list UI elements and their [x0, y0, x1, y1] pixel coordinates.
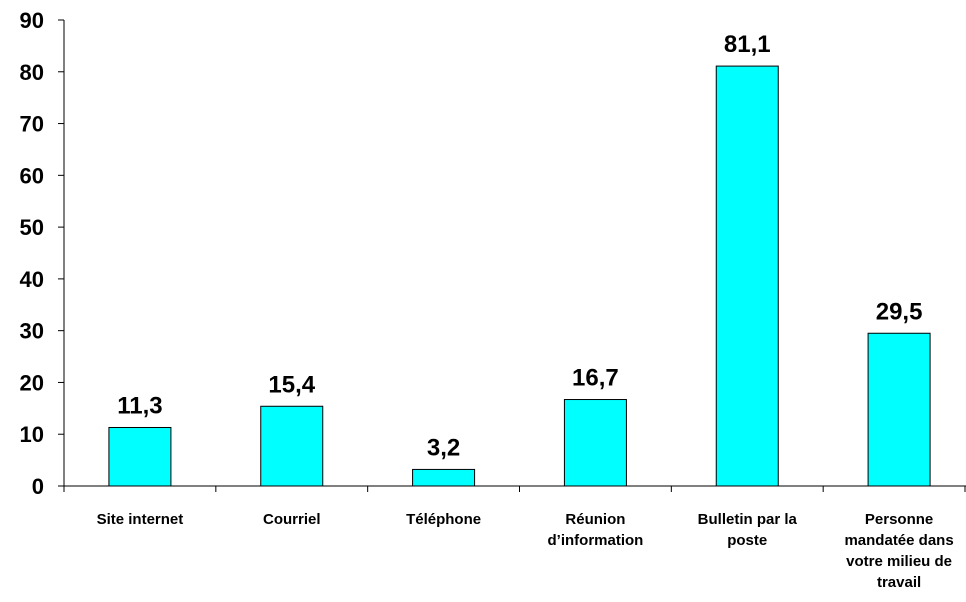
labels: 0 10 20 30 40 50 60 70 80 90 11,3 Site internet 15,4…	[20, 8, 954, 591]
bar	[563, 399, 627, 487]
data-label: 3,2	[427, 434, 460, 461]
y-tick-label: 80	[20, 60, 44, 85]
bars	[108, 65, 931, 487]
bar	[260, 405, 324, 487]
bar	[715, 65, 779, 487]
y-tick-label: 70	[20, 112, 44, 137]
x-tick-label: Réunion d’information	[548, 511, 644, 549]
y-tick-label: 0	[32, 474, 44, 499]
axes	[58, 19, 966, 492]
x-tick-label: Courriel	[263, 511, 321, 528]
data-label: 29,5	[876, 298, 923, 325]
x-tick-label: Site internet	[97, 511, 184, 528]
bar	[412, 468, 476, 487]
y-tick-label: 60	[20, 163, 44, 188]
y-tick-label: 30	[20, 319, 44, 344]
x-tick-label: Bulletin par la poste	[698, 511, 798, 549]
x-tick-label: Personne mandatée dans votre milieu de trav…	[844, 511, 953, 591]
y-tick-label: 50	[20, 215, 44, 240]
bar	[867, 332, 931, 487]
data-label: 11,3	[117, 392, 162, 419]
y-tick-label: 10	[20, 422, 44, 447]
data-label: 81,1	[724, 31, 771, 58]
x-tick-label: Téléphone	[406, 511, 481, 528]
bar	[108, 426, 172, 487]
y-tick-label: 20	[20, 370, 44, 395]
data-label: 15,4	[268, 371, 315, 398]
data-label: 16,7	[572, 365, 619, 392]
y-tick-label: 40	[20, 267, 44, 292]
y-tick-label: 90	[20, 8, 44, 33]
